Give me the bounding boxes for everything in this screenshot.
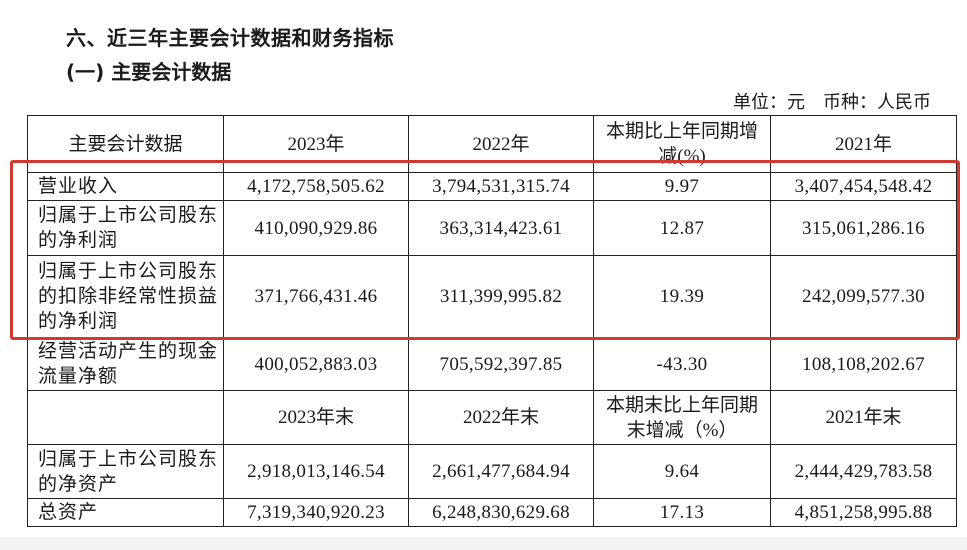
cell: 371,766,431.46 [223, 255, 409, 338]
header-cell: 2022年末 [408, 390, 594, 445]
cell: 400,052,883.03 [223, 337, 409, 391]
cell: 108,108,202.67 [770, 337, 957, 391]
cell: 2,661,477,684.94 [408, 444, 594, 499]
table-row: 归属于上市公司股东的净资产 2,918,013,146.54 2,661,477… [27, 444, 957, 499]
table-row: 经营活动产生的现金流量净额 400,052,883.03 705,592,397… [27, 337, 957, 391]
header-cell: 本期末比上年同期末增减（%） [593, 390, 771, 445]
header-cell: 2021年 [770, 115, 957, 173]
row-label: 归属于上市公司股东的净利润 [27, 200, 224, 256]
header-cell: 2022年 [408, 115, 594, 173]
cell: 363,314,423.61 [408, 200, 594, 256]
cell: 705,592,397.85 [408, 337, 594, 391]
page-bottom-strip [0, 537, 967, 550]
unit-currency-note: 单位：元 币种：人民币 [733, 92, 931, 112]
cell: 6,248,830,629.68 [408, 498, 594, 527]
header-cell [27, 390, 224, 445]
accounting-data-table: 主要会计数据 2023年 2022年 本期比上年同期增减(%) 2021年 营业… [27, 115, 957, 527]
cell: 17.13 [593, 498, 771, 527]
cell: 12.87 [593, 200, 771, 256]
cell: 3,794,531,315.74 [408, 172, 594, 201]
header-cell: 2021年末 [770, 390, 957, 445]
cell: 4,851,258,995.88 [770, 498, 957, 527]
cell: 242,099,577.30 [770, 255, 957, 338]
cell: 9.97 [593, 172, 771, 201]
section-subheading: (一) 主要会计数据 [66, 60, 232, 84]
header-cell: 本期比上年同期增减(%) [593, 115, 771, 173]
table-header-row: 主要会计数据 2023年 2022年 本期比上年同期增减(%) 2021年 [27, 115, 957, 173]
header-cell: 2023年末 [223, 390, 409, 445]
cell: 2,444,429,783.58 [770, 444, 957, 499]
header-cell: 主要会计数据 [27, 115, 224, 173]
row-label: 总资产 [27, 498, 224, 527]
cell: 3,407,454,548.42 [770, 172, 957, 201]
table-row: 归属于上市公司股东的净利润 410,090,929.86 363,314,423… [27, 200, 957, 256]
cell: 9.64 [593, 444, 771, 499]
table-row: 归属于上市公司股东的扣除非经常性损益的净利润 371,766,431.46 31… [27, 255, 957, 338]
table-subheader-row: 2023年末 2022年末 本期末比上年同期末增减（%） 2021年末 [27, 390, 957, 445]
cell: 19.39 [593, 255, 771, 338]
cell: 311,399,995.82 [408, 255, 594, 338]
row-label: 归属于上市公司股东的扣除非经常性损益的净利润 [27, 255, 224, 338]
row-label: 归属于上市公司股东的净资产 [27, 444, 224, 499]
row-label: 营业收入 [27, 172, 224, 201]
cell: 410,090,929.86 [223, 200, 409, 256]
table-row: 营业收入 4,172,758,505.62 3,794,531,315.74 9… [27, 172, 957, 201]
header-cell: 2023年 [223, 115, 409, 173]
cell: -43.30 [593, 337, 771, 391]
row-label: 经营活动产生的现金流量净额 [27, 337, 224, 391]
cell: 4,172,758,505.62 [223, 172, 409, 201]
table-row: 总资产 7,319,340,920.23 6,248,830,629.68 17… [27, 498, 957, 527]
cell: 7,319,340,920.23 [223, 498, 409, 527]
section-heading: 六、近三年主要会计数据和财务指标 [66, 26, 394, 50]
cell: 2,918,013,146.54 [223, 444, 409, 499]
cell: 315,061,286.16 [770, 200, 957, 256]
